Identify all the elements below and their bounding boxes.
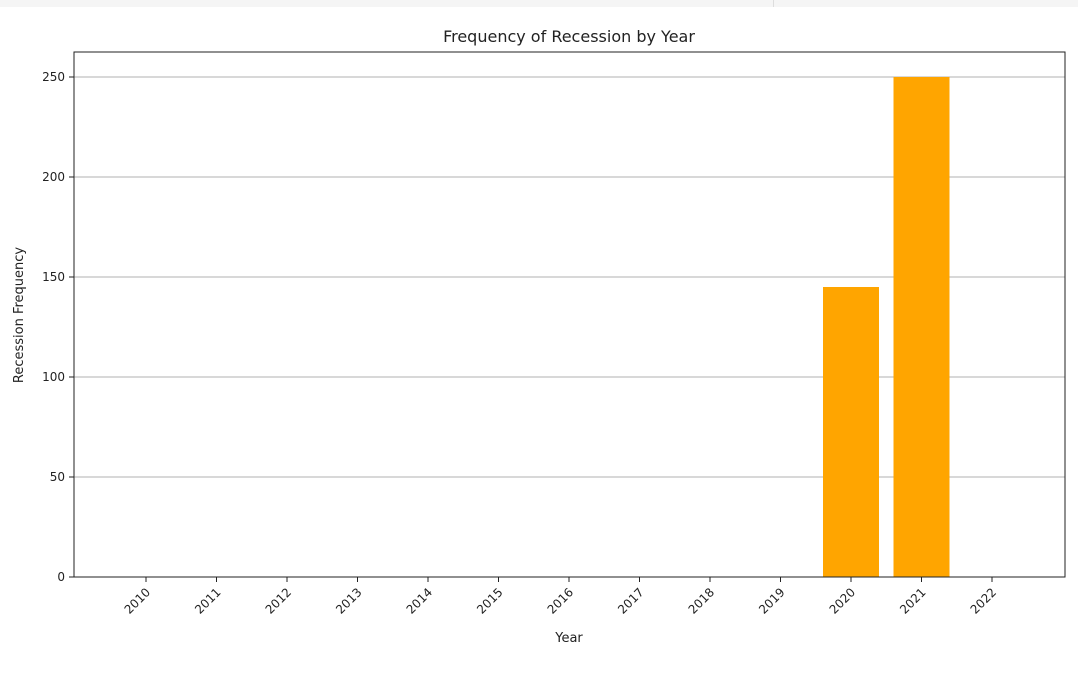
y-tick-label: 50 — [50, 470, 65, 484]
y-tick-label: 200 — [42, 170, 65, 184]
bars — [823, 77, 950, 577]
y-axis-ticks: 0 50 100 150 200 250 — [42, 70, 74, 584]
x-tick-label: 2010 — [122, 585, 153, 616]
y-tick-label: 150 — [42, 270, 65, 284]
notebook-toolbar-strip — [0, 0, 1078, 7]
y-tick-label: 100 — [42, 370, 65, 384]
x-tick-label: 2018 — [686, 585, 717, 616]
x-tick-label: 2014 — [404, 585, 435, 616]
toolbar-divider — [773, 0, 774, 7]
y-tick-label: 250 — [42, 70, 65, 84]
y-axis-label: Recession Frequency — [12, 247, 27, 384]
x-tick-label: 2013 — [333, 585, 364, 616]
x-tick-label: 2015 — [474, 585, 505, 616]
x-tick-label: 2019 — [756, 585, 787, 616]
y-tick-label: 0 — [57, 570, 65, 584]
x-axis-label: Year — [554, 631, 583, 646]
x-tick-label: 2022 — [968, 585, 999, 616]
x-tick-label: 2017 — [615, 585, 646, 616]
chart-title: Frequency of Recession by Year — [443, 27, 695, 46]
x-tick-label: 2016 — [545, 585, 576, 616]
bar-2021 — [893, 77, 950, 577]
x-axis-ticks: 2010 2011 2012 2013 2014 2015 2016 2017 2018 2019… — [122, 577, 999, 617]
x-tick-label: 2011 — [192, 585, 223, 616]
bar-2020 — [823, 287, 879, 577]
x-tick-label: 2012 — [263, 585, 294, 616]
x-tick-label: 2020 — [827, 585, 858, 616]
x-tick-label: 2021 — [897, 585, 928, 616]
